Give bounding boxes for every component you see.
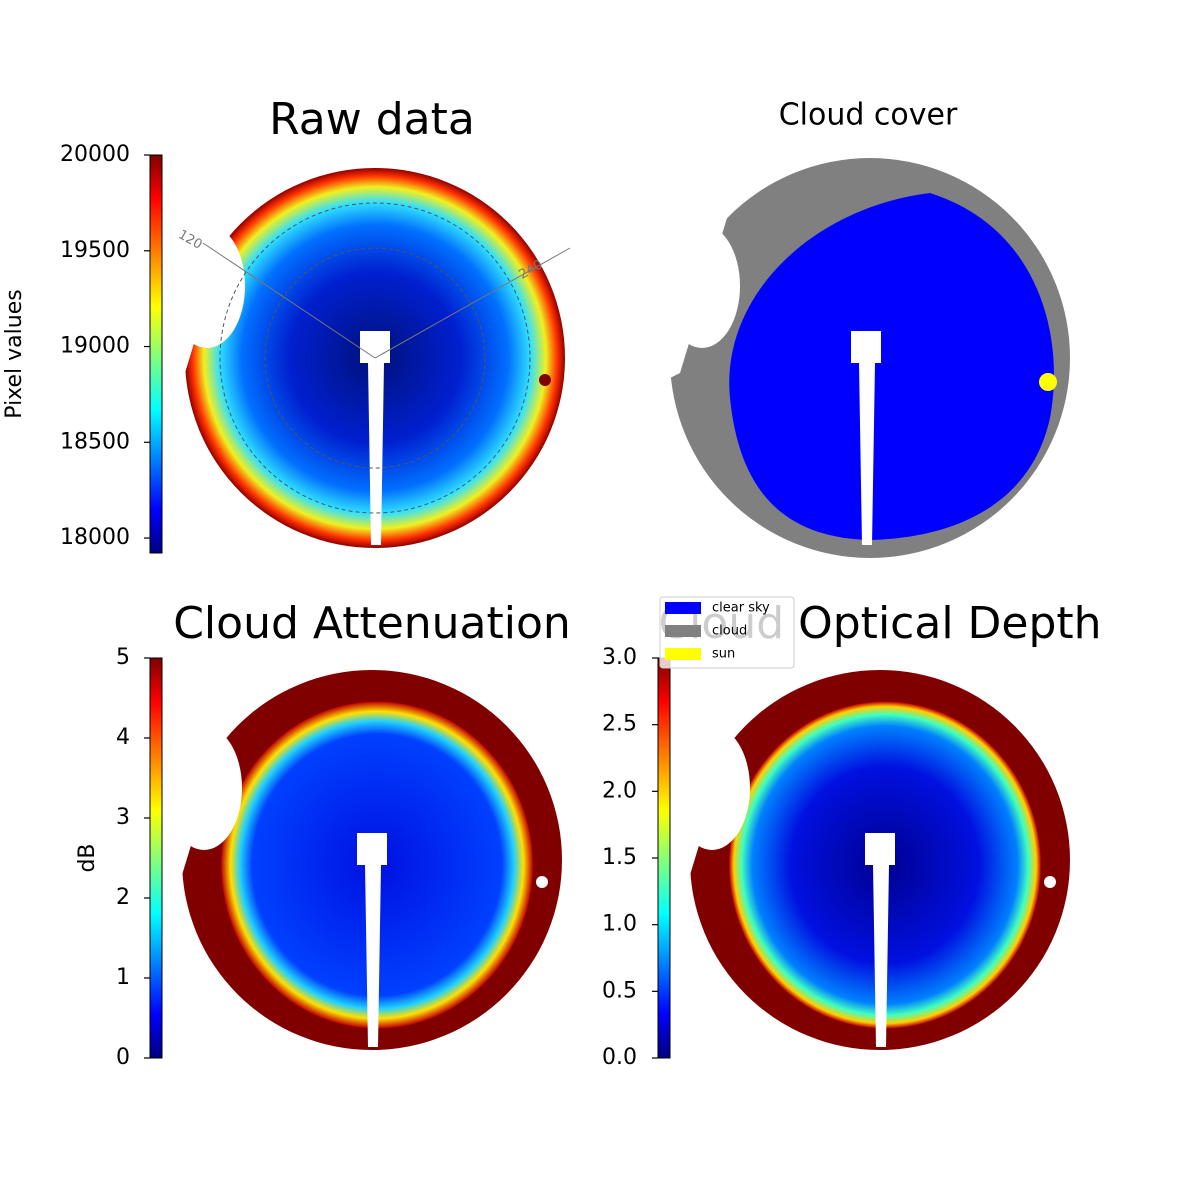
colorbar-label: dB [75,843,100,872]
horizon-obstruction [680,600,760,880]
sun-mask [1039,373,1057,391]
colorbar-tick-label: 2.5 [602,712,637,737]
legend-swatch [665,648,701,660]
panel-title: Raw data [269,94,475,145]
colorbar [657,657,671,1059]
panel-title: Cloud cover [779,98,958,133]
panel: 0 1 2 3 4 5 dB Cloud Attenuation [75,598,571,1070]
colorbar-tick-label: 0.5 [602,978,637,1003]
mast [865,833,895,1047]
colorbar-tick-label: 0 [116,1045,130,1070]
colorbar [149,657,163,1059]
colorbar-tick-label: 19000 [60,334,130,359]
colorbar-tick-label: 1.5 [602,845,637,870]
colorbar-tick-label: 4 [116,725,130,750]
sun-spot [536,876,548,888]
colorbar [149,154,163,554]
polar-grid [219,202,531,514]
colorbar-tick-label: 0.0 [602,1045,637,1070]
colorbar-label: Pixel values [2,289,27,418]
legend: clear sky cloud sun [659,596,795,669]
colorbar-tick-label: 2 [116,885,130,910]
colorbar-tick-label: 18500 [60,429,130,454]
colorbar-tick-label: 1.0 [602,912,637,937]
panel-title: Cloud Attenuation [173,598,571,649]
polar-grid [264,247,486,469]
colorbar-tick-label: 18000 [60,525,130,550]
mast [360,331,390,545]
legend-swatch [665,625,701,637]
horizon-obstruction [172,600,252,880]
colorbar-tick-label: 20000 [60,142,130,167]
polar-grid [202,242,376,359]
clear-sky-mask [729,193,1054,540]
mast [357,833,387,1047]
legend-swatch [665,602,701,614]
legend-label: sun [712,647,735,662]
panel: Cloud cover [664,98,1070,558]
horizon-obstruction [670,98,750,378]
sun-spot [539,374,551,386]
colorbar-tick-label: 1 [116,965,130,990]
colorbar-tick-label: 3 [116,805,130,830]
mast [851,331,881,545]
polar-grid [374,247,571,359]
colorbar-tick-label: 19500 [60,238,130,263]
legend-label: clear sky [712,601,770,616]
colorbar-tick-label: 5 [116,645,130,670]
horizon-obstruction [175,98,255,378]
colorbar-tick-label: 3.0 [602,645,637,670]
colorbar-tick-label: 2.0 [602,778,637,803]
sun-spot [1044,876,1056,888]
legend-label: cloud [712,624,747,639]
